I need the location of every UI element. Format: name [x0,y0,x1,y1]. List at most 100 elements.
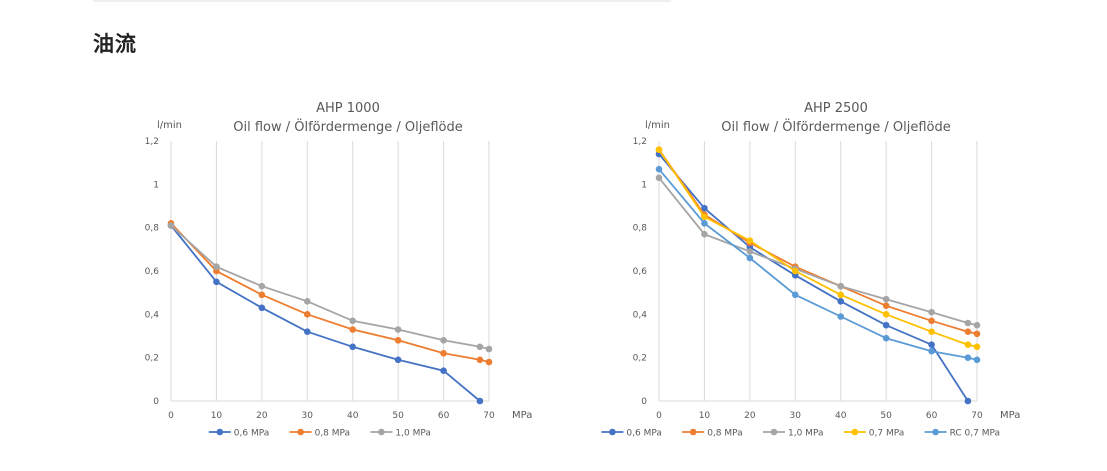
data-point [928,341,935,348]
x-tick-label: 60 [438,411,450,421]
data-point [655,174,663,182]
data-point [928,317,935,325]
legend-label: 0,6 MPa [234,429,269,439]
data-point [655,165,663,173]
data-point [928,328,935,335]
data-point [303,328,311,335]
y-tick-label: 1 [641,180,647,190]
data-point [964,319,972,327]
y-tick-label: 1,2 [145,137,159,147]
data-point [837,291,845,299]
data-point [349,343,357,351]
data-point [964,328,972,335]
data-point [303,298,311,305]
series-line [658,149,978,348]
y-tick-label: 0,4 [633,310,648,320]
y-tick-label: 0,6 [145,267,160,277]
data-point [973,330,981,338]
y-tick-label: 0,2 [633,354,647,364]
legend-marker [216,428,224,436]
chart-subtitle: Oil flow / Ölfördermenge / Oljeflöde [721,118,951,135]
x-axis-label: MPa [1000,410,1020,421]
data-point [349,326,357,333]
data-point [394,326,402,333]
chart-ahp-1000: AHP 1000 Oil flow / Ölfördermenge / Oljef… [145,101,533,439]
y-tick-label: 0,8 [145,224,160,234]
x-tick-label: 20 [744,411,756,421]
data-point [928,347,935,355]
data-point [655,146,663,153]
legend-label: RC 0,7 MPa [950,429,1000,439]
data-point [837,282,845,290]
data-point [485,358,493,366]
y-tick-label: 0,4 [145,310,160,320]
legend-marker [689,428,697,436]
legend-marker [378,428,385,436]
y-axis-label: l/min [157,120,182,131]
legend-marker [609,428,616,436]
data-point [882,321,890,329]
data-point [973,321,981,329]
x-tick-label: 0 [656,411,662,421]
data-point [746,248,754,255]
data-point [476,397,484,405]
chart-ahp-2500: AHP 2500 Oil flow / Ölfördermenge / Oljef… [601,101,1020,439]
x-tick-label: 60 [926,411,938,421]
data-point [973,356,981,364]
chart-subtitle: Oil flow / Ölfördermenge / Oljeflöde [233,118,463,135]
series-line [170,224,481,402]
data-point [882,334,890,342]
data-point [440,367,447,374]
data-point [928,308,935,316]
x-tick-label: 10 [699,411,711,421]
x-tick-label: 50 [392,411,404,421]
series-line [170,224,490,350]
data-point [837,313,845,320]
data-point [394,337,402,344]
legend-label: 0,8 MPa [707,429,742,439]
x-tick-label: 30 [790,411,802,421]
data-point [746,237,754,244]
data-point [303,311,311,318]
data-point [746,254,754,262]
legend-marker [770,428,778,436]
data-point [964,397,972,405]
data-point [485,345,493,353]
data-point [258,291,266,299]
series-line [658,177,978,327]
data-point [476,343,484,351]
data-point [964,354,972,361]
data-point [476,356,484,364]
data-point [882,311,890,318]
data-point [701,204,708,212]
data-point [213,263,220,270]
data-point [837,298,845,305]
x-tick-label: 70 [971,411,983,421]
data-point [258,304,266,312]
x-tick-label: 0 [168,411,174,421]
data-point [882,295,890,303]
top-divider [93,0,671,2]
y-tick-label: 1,2 [633,137,647,147]
legend-marker [932,428,939,436]
y-axis-label: l/min [645,120,670,131]
y-tick-label: 0 [153,397,159,407]
legend-label: 1,0 MPa [788,429,823,439]
data-point [791,267,799,275]
y-tick-label: 1 [153,180,159,190]
x-tick-label: 40 [347,411,359,421]
section-title: 油流 [93,32,137,56]
data-point [701,213,708,221]
data-point [701,220,708,227]
data-point [973,343,981,351]
legend-label: 0,7 MPa [869,429,904,439]
x-tick-label: 50 [880,411,892,421]
legend-label: 1,0 MPa [395,429,430,439]
data-point [882,302,890,309]
legend-label: 0,8 MPa [315,429,350,439]
y-tick-label: 0,2 [145,354,159,364]
data-point [167,222,175,229]
y-tick-label: 0,6 [633,267,648,277]
data-point [440,350,447,357]
data-point [964,341,972,348]
